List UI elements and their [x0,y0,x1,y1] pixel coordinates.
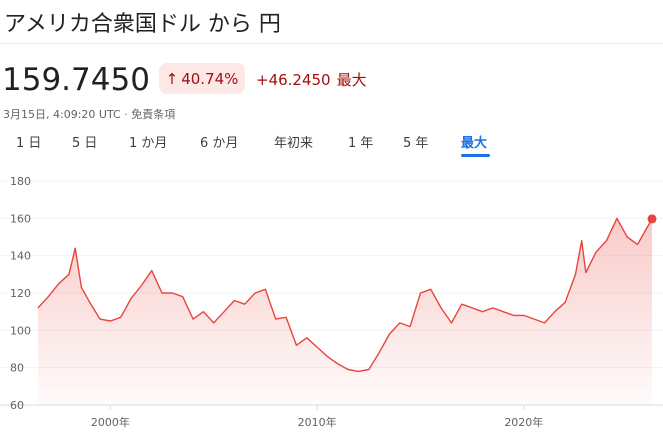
tab-5-day[interactable]: 5 日 [72,136,98,151]
price-line [37,217,653,373]
tab-6-month[interactable]: 6 か月 [200,136,239,151]
metadata-separator: · [120,108,132,121]
y-tick-label: 60 [10,399,24,412]
x-tick-label: 2000年 [91,415,130,429]
tab-ytd[interactable]: 年初来 [274,136,314,151]
time-range-tabs: 1 日 5 日 1 か月 6 か月 年初来 1 年 5 年 最大 [0,130,663,158]
x-tick-label: 2020年 [504,415,543,429]
x-axis-labels: 2000年 2010年 2020年 [91,415,543,429]
current-price-marker [647,214,657,224]
header-divider [0,43,663,44]
disclaimer-link[interactable]: 免責条項 [131,108,176,121]
tab-1-day[interactable]: 1 日 [16,136,42,151]
tab-1-year[interactable]: 1 年 [348,136,374,151]
active-tab-indicator [461,154,490,157]
change-period-label: 最大 [336,71,367,89]
x-axis-ticks [109,405,525,410]
quote-metadata: 3月15日, 4:09:20 UTC · 免責条項 [3,106,175,122]
price-chart[interactable]: 180 160 140 120 100 80 60 2000年 2010年 2020年 [0,165,663,437]
price-area-fill [38,218,652,405]
tab-1-month[interactable]: 1 か月 [129,136,168,151]
timestamp: 3月15日, 4:09:20 UTC [3,108,121,121]
y-tick-label: 100 [10,324,31,337]
y-tick-label: 180 [10,175,31,188]
tab-max[interactable]: 最大 [461,136,488,151]
y-axis-labels: 180 160 140 120 100 80 60 [10,175,31,412]
y-tick-label: 160 [10,212,31,225]
y-tick-label: 120 [10,287,31,300]
arrow-up-icon: ↑ [165,69,179,88]
absolute-change: +46.2450 最大 [256,69,367,90]
y-tick-label: 80 [10,362,24,375]
page-title: アメリカ合衆国ドル から 円 [4,12,281,37]
current-price: 159.7450 [2,62,150,98]
absolute-change-value: +46.2450 [256,71,331,89]
tab-5-year[interactable]: 5 年 [403,136,429,151]
percent-change-badge: ↑ 40.74% [159,63,245,94]
y-tick-label: 140 [10,250,31,263]
x-tick-label: 2010年 [298,415,337,429]
percent-change-value: 40.74% [181,69,239,88]
